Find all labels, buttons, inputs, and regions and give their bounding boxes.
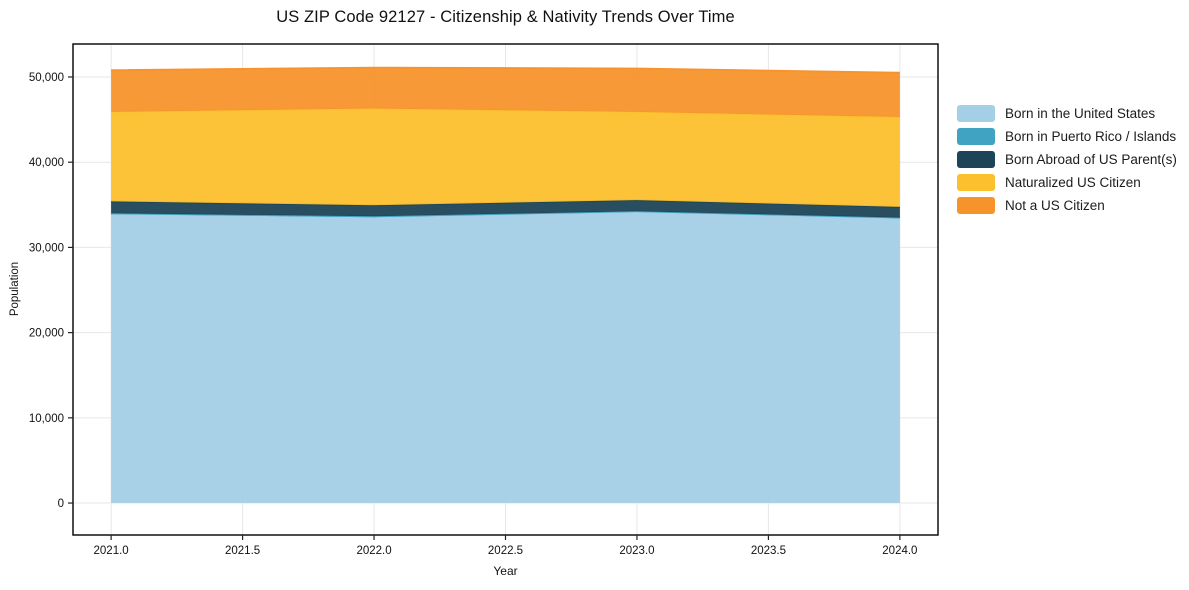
y-tick-label: 0 [58, 498, 64, 510]
y-tick-label: 30,000 [29, 242, 64, 254]
legend-item-1: Born in Puerto Rico / Islands [957, 128, 1177, 145]
x-tick-label: 2021.0 [94, 545, 129, 557]
legend-swatch-icon [957, 151, 995, 168]
x-tick-label: 2021.5 [225, 545, 260, 557]
x-axis-title: Year [493, 564, 518, 578]
legend-label: Born in the United States [1005, 106, 1156, 121]
area-edge-4 [111, 66, 900, 74]
area-series-3 [111, 108, 900, 207]
x-tick-label: 2023.5 [751, 545, 786, 557]
y-tick-label: 10,000 [29, 413, 64, 425]
legend-item-3: Naturalized US Citizen [957, 174, 1177, 191]
x-tick-label: 2024.0 [882, 545, 917, 557]
legend-item-2: Born Abroad of US Parent(s) [957, 151, 1177, 168]
area-series-4 [111, 67, 900, 117]
y-tick-label: 20,000 [29, 328, 64, 340]
legend-label: Not a US Citizen [1005, 198, 1105, 213]
legend-label: Naturalized US Citizen [1005, 175, 1141, 190]
y-axis-title: Population [9, 261, 21, 317]
legend-label: Born in Puerto Rico / Islands [1005, 129, 1177, 144]
y-tick-label: 50,000 [29, 72, 64, 84]
legend-swatch-icon [957, 174, 995, 191]
x-tick-label: 2022.5 [488, 545, 523, 557]
legend: Born in the United States Born in Puerto … [957, 105, 1177, 220]
legend-label: Born Abroad of US Parent(s) [1005, 152, 1177, 167]
legend-item-4: Not a US Citizen [957, 197, 1177, 214]
legend-swatch-icon [957, 105, 995, 122]
legend-item-0: Born in the United States [957, 105, 1177, 122]
y-tick-label: 40,000 [29, 157, 64, 169]
chart-title: US ZIP Code 92127 - Citizenship & Nativi… [276, 8, 735, 26]
area-series-0 [111, 212, 900, 503]
x-tick-label: 2023.0 [619, 545, 654, 557]
legend-swatch-icon [957, 197, 995, 214]
legend-swatch-icon [957, 128, 995, 145]
x-tick-label: 2022.0 [356, 545, 391, 557]
